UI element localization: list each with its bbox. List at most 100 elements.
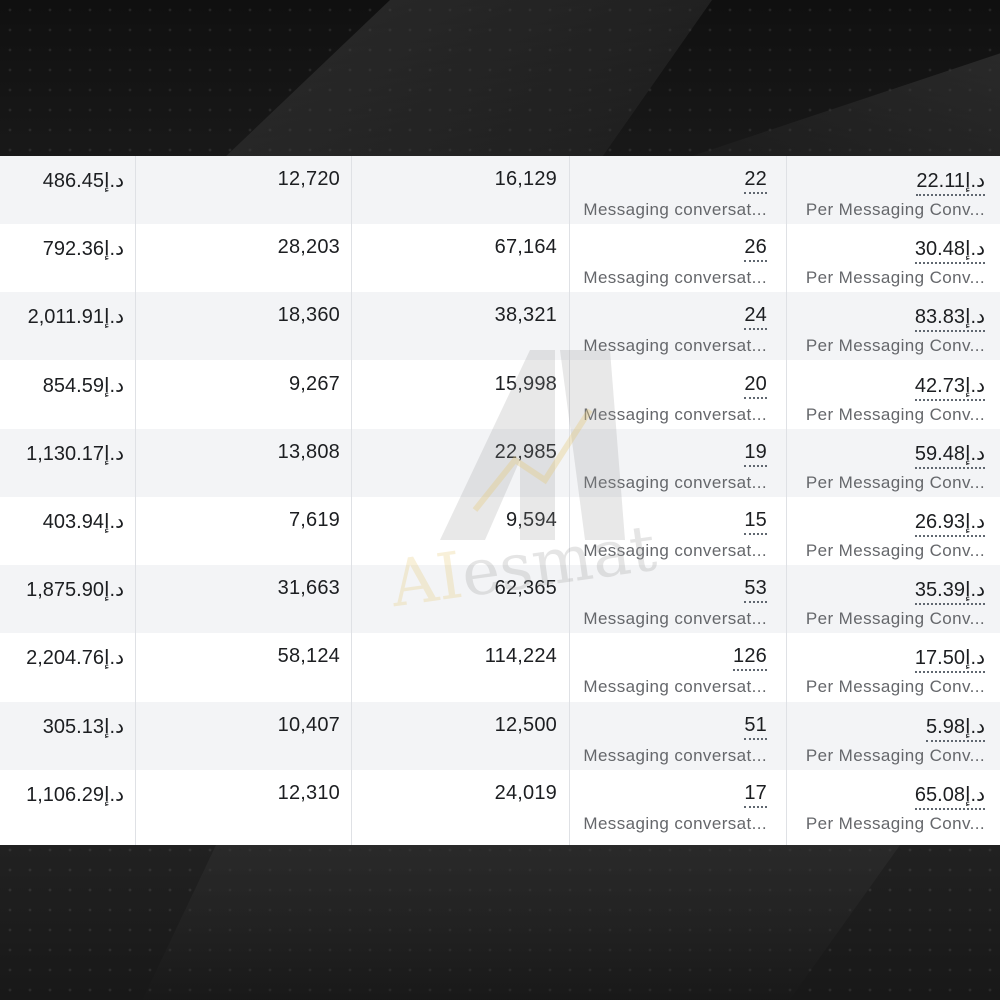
- cost-per-result-number: 5.98: [926, 715, 965, 738]
- cost-per-result-value[interactable]: 35.39د.إ: [914, 577, 985, 606]
- table-row[interactable]: 854.59د.إ 9,267 15,998 20 Messaging conversa…: [0, 361, 1000, 429]
- impressions-value: 24,019: [494, 781, 557, 804]
- cost-per-result-number: 22.11: [916, 170, 965, 192]
- cost-per-result-value[interactable]: 5.98د.إ: [926, 714, 985, 742]
- cost-per-result-value[interactable]: 59.48د.إ: [914, 441, 985, 469]
- cost-per-result-cell: 42.73د.إ Per Messaging Conv...: [787, 361, 985, 429]
- impressions-cell: 9,594: [352, 497, 557, 565]
- cost-per-result-label: Per Messaging Conv...: [805, 609, 985, 629]
- currency-symbol: د.إ: [964, 715, 985, 738]
- results-label: Messaging conversat...: [583, 609, 767, 629]
- results-value[interactable]: 17: [744, 782, 767, 808]
- table-row[interactable]: 1,130.17د.إ 13,808 22,985 19 Messaging conve…: [0, 428, 1000, 497]
- amount-spent-cell: 1,106.29د.إ: [0, 770, 124, 838]
- cost-per-result-number: 65.08: [914, 783, 965, 806]
- results-cell: 126 Messaging conversat...: [570, 633, 767, 701]
- cost-per-result-number: 59.48: [914, 442, 965, 465]
- impressions-cell: 62,365: [352, 565, 557, 633]
- impressions-cell: 114,224: [352, 633, 557, 701]
- table-row[interactable]: 2,011.91د.إ 18,360 38,321 24 Messaging conve…: [0, 292, 1000, 361]
- table-row[interactable]: 486.45د.إ 12,720 16,129 22 Messaging convers…: [0, 156, 1000, 224]
- currency-symbol: د.إ: [964, 579, 985, 602]
- results-value[interactable]: 20: [744, 373, 767, 399]
- table-row[interactable]: 792.36د.إ 28,203 67,164 26 Messaging convers…: [0, 224, 1000, 292]
- results-value[interactable]: 26: [744, 236, 767, 263]
- column-divider: [351, 156, 352, 845]
- cost-per-result-cell: 35.39د.إ Per Messaging Conv...: [787, 565, 985, 633]
- reach-value: 13,808: [277, 440, 340, 463]
- results-value[interactable]: 19: [744, 441, 767, 467]
- column-divider: [569, 156, 570, 845]
- currency-symbol: د.إ: [103, 715, 124, 738]
- currency-symbol: د.إ: [964, 442, 985, 465]
- currency-symbol: د.إ: [103, 374, 124, 397]
- amount-spent-cell: 2,011.91د.إ: [0, 292, 124, 360]
- table-row[interactable]: 1,106.29د.إ 12,310 24,019 17 Messaging conve…: [0, 770, 1000, 838]
- cost-per-result-number: 26.93: [914, 511, 965, 533]
- cost-per-result-number: 17.50: [914, 647, 965, 670]
- cost-per-result-value[interactable]: 17.50د.إ: [914, 645, 985, 674]
- reach-value: 58,124: [277, 645, 340, 668]
- cost-per-result-value[interactable]: 65.08د.إ: [914, 782, 985, 810]
- reach-cell: 9,267: [136, 361, 340, 429]
- currency-symbol: د.إ: [964, 374, 985, 397]
- amount-spent-cell: 1,875.90د.إ: [0, 565, 124, 633]
- table-row[interactable]: 2,204.76د.إ 58,124 114,224 126 Messaging con…: [0, 633, 1000, 701]
- table-row[interactable]: 1,875.90د.إ 31,663 62,365 53 Messaging conve…: [0, 565, 1000, 634]
- cost-per-result-value[interactable]: 83.83د.إ: [914, 304, 985, 333]
- cost-per-result-label: Per Messaging Conv...: [805, 745, 985, 765]
- cost-per-result-value[interactable]: 42.73د.إ: [914, 373, 985, 401]
- results-label: Messaging conversat...: [583, 268, 767, 288]
- results-cell: 22 Messaging conversat...: [570, 156, 767, 224]
- amount-spent-number: 1,106.29: [26, 783, 104, 806]
- amount-spent-number: 486.45: [42, 170, 104, 192]
- cost-per-result-cell: 5.98د.إ Per Messaging Conv...: [787, 702, 985, 770]
- impressions-cell: 15,998: [352, 361, 557, 429]
- table-row[interactable]: 403.94د.إ 7,619 9,594 15 Messaging conversat…: [0, 497, 1000, 565]
- currency-symbol: د.إ: [964, 783, 985, 806]
- amount-spent-cell: 792.36د.إ: [0, 224, 124, 292]
- amount-spent-number: 2,011.91: [27, 306, 104, 329]
- impressions-cell: 22,985: [352, 429, 557, 497]
- reach-value: 18,360: [277, 304, 340, 327]
- cost-per-result-number: 30.48: [914, 238, 965, 261]
- cost-per-result-label: Per Messaging Conv...: [805, 541, 985, 560]
- results-value[interactable]: 15: [744, 509, 767, 535]
- cost-per-result-value[interactable]: 30.48د.إ: [914, 236, 985, 265]
- impressions-value: 67,164: [494, 236, 557, 259]
- impressions-cell: 16,129: [352, 156, 557, 224]
- results-label: Messaging conversat...: [583, 336, 767, 356]
- impressions-value: 38,321: [494, 304, 557, 327]
- cost-per-result-label: Per Messaging Conv...: [805, 336, 985, 356]
- column-divider: [135, 156, 136, 845]
- currency-symbol: د.إ: [964, 170, 985, 192]
- cost-per-result-value[interactable]: 26.93د.إ: [914, 509, 985, 537]
- currency-symbol: د.إ: [964, 647, 985, 670]
- results-value[interactable]: 53: [744, 577, 767, 604]
- reach-cell: 12,720: [136, 156, 340, 224]
- decorative-shape: [140, 845, 900, 1000]
- table-row[interactable]: 305.13د.إ 10,407 12,500 51 Messaging convers…: [0, 701, 1000, 770]
- results-value[interactable]: 51: [744, 714, 767, 740]
- reach-value: 12,310: [277, 781, 340, 804]
- amount-spent-number: 1,875.90: [26, 579, 104, 602]
- impressions-value: 22,985: [494, 440, 557, 463]
- impressions-value: 15,998: [494, 372, 557, 395]
- amount-spent-value: 486.45د.إ: [43, 168, 124, 193]
- impressions-value: 9,594: [505, 509, 557, 531]
- results-value[interactable]: 126: [733, 645, 767, 672]
- currency-symbol: د.إ: [103, 783, 124, 806]
- currency-symbol: د.إ: [964, 511, 985, 533]
- currency-symbol: د.إ: [964, 238, 985, 261]
- cost-per-result-value[interactable]: 22.11د.إ: [916, 168, 985, 196]
- results-value[interactable]: 24: [744, 304, 767, 331]
- amount-spent-cell: 854.59د.إ: [0, 361, 124, 429]
- results-value[interactable]: 22: [744, 168, 767, 194]
- cost-per-result-cell: 59.48د.إ Per Messaging Conv...: [787, 429, 985, 497]
- reach-cell: 12,310: [136, 770, 340, 838]
- reach-cell: 10,407: [136, 702, 340, 770]
- reach-value: 9,267: [288, 372, 340, 395]
- results-cell: 51 Messaging conversat...: [570, 702, 767, 770]
- currency-symbol: د.إ: [103, 238, 124, 261]
